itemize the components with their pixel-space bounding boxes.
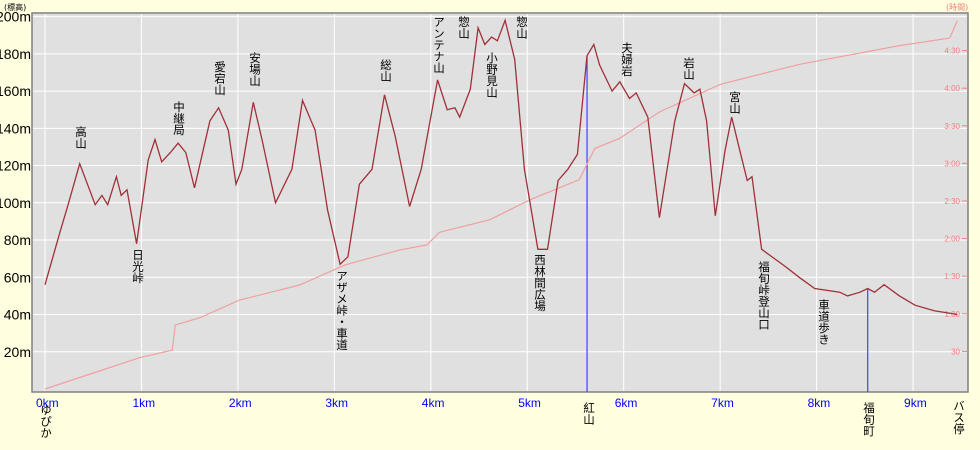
time-tick-label: 4:30 [944,47,960,56]
y-tick-label: 80m [4,232,31,248]
y-tick-label: 160m [0,83,31,99]
y-tick-label: 40m [4,307,31,323]
start-label: ゆぴか [39,404,53,439]
annotation-road-walk: 車道歩き [817,299,831,345]
marker-label-town: 福旬町 [862,402,876,437]
time-tick-label: 3:00 [944,159,960,168]
annotation-soyama: 総山 [379,59,393,82]
annotation-iwayama: 岩山 [682,57,696,80]
y-tick-label: 200m [0,9,31,25]
time-tick-label: 2:30 [944,197,960,206]
annotation-nikko-toge: 日光峠 [131,249,145,284]
annotation-atagoyama: 愛宕山 [213,61,227,96]
x-tick-label: 3km [325,396,348,410]
x-tick-label: 5km [518,396,541,410]
annotation-miyayama: 宮山 [728,91,742,114]
x-axis: 0km 1km 2km 3km 4km 5km 6km 7km 8km 9km [36,396,927,410]
time-tick-label: 3:30 [944,122,960,131]
time-series-line [44,20,958,390]
annotation-takayama: 高山 [74,126,88,149]
annotation-yasubayama: 安場山 [248,52,262,87]
x-tick-label: 0km [36,396,59,410]
annotation-onomiyama: 小野見山 [485,52,499,98]
annotation-souyama-2: 惣山 [515,16,529,39]
y-tick-label: 20m [4,344,31,360]
annotation-antenna-yama: アンテナ山 [432,16,446,74]
elevation-axis-unit: (標高) [4,3,27,12]
annotation-trailhead: 福旬峠登山口 [757,261,771,330]
x-tick-label: 9km [904,396,927,410]
grid [33,14,967,391]
markers [586,55,869,392]
x-tick-label: 8km [808,396,831,410]
annotation-azame-toge: アザメ峠・車道 [335,270,349,351]
x-tick-label: 6km [615,396,638,410]
x-tick-label: 2km [229,396,252,410]
time-tick-label: 4:00 [944,84,960,93]
y-tick-label: 100m [0,195,31,211]
annotation-nishi-rinkan-hiroba: 西林間広場 [533,254,547,312]
y-tick-label: 60m [4,269,31,285]
y-tick-label: 140m [0,120,31,136]
marker-label-beniyama: 紅山 [582,402,596,425]
y-tick-label: 180m [0,46,31,62]
annotation-chukeikyoku: 中継局 [172,101,186,136]
time-tick-label: 2:00 [944,235,960,244]
y-tick-label: 120m [0,158,31,174]
y-axis: 20m 40m 60m 80m 100m 120m 140m 160m 180m 200m [0,9,31,360]
time-tick-label: 1:30 [944,272,960,281]
time-tick-label: 30 [951,347,960,356]
end-label: バス停 [952,400,966,435]
time-axis-unit: (時間) [946,3,969,12]
x-tick-label: 7km [711,396,734,410]
x-tick-label: 4km [422,396,445,410]
annotation-souyama-1: 惣山 [457,16,471,39]
elevation-series-line [44,18,958,316]
x-tick-label: 1km [132,396,155,410]
annotation-meoto-iwa: 夫婦岩 [620,42,634,77]
